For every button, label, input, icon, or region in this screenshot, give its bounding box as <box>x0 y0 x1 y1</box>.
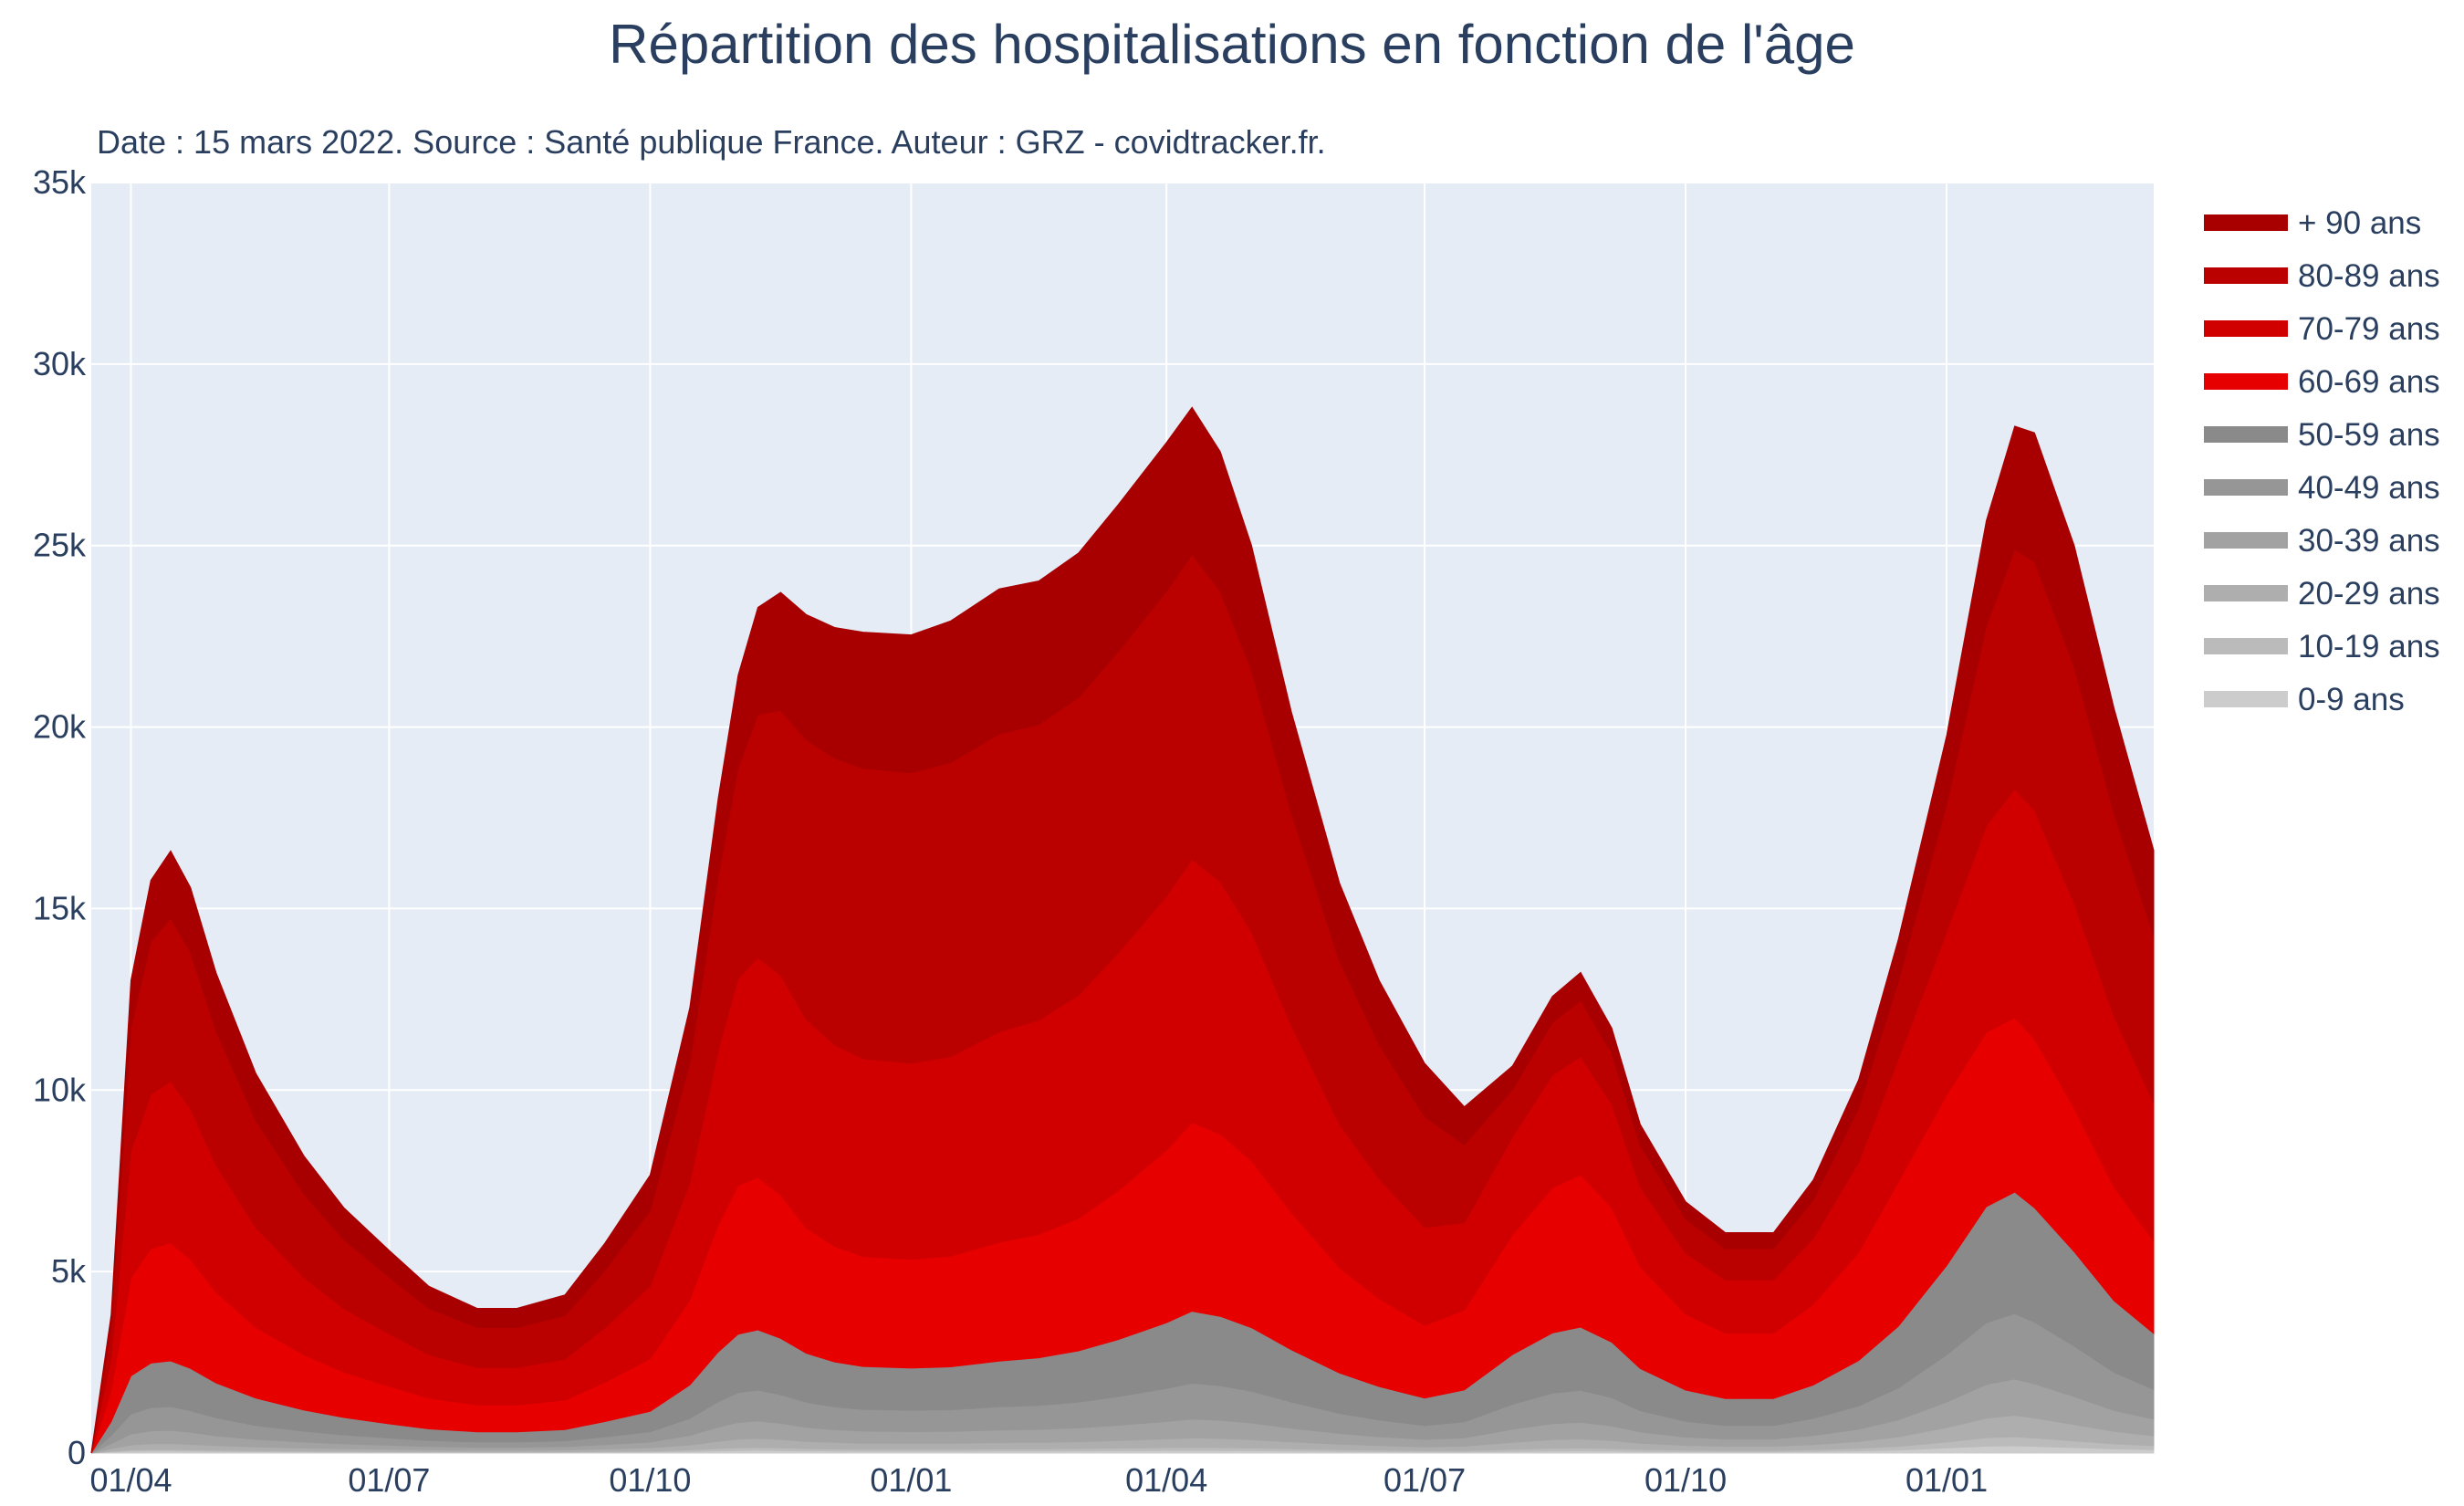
legend-label: 60-69 ans <box>2298 364 2440 400</box>
legend-label: 80-89 ans <box>2298 258 2440 294</box>
legend-swatch <box>2204 214 2288 231</box>
legend-item[interactable]: 50-59 ans <box>2204 417 2440 453</box>
x-tick-label: 01/04 <box>89 1461 172 1499</box>
legend-label: 10-19 ans <box>2298 629 2440 664</box>
x-tick-label: 01/10 <box>609 1461 691 1499</box>
y-tick-label: 0 <box>68 1434 86 1471</box>
legend: + 90 ans 80-89 ans 70-79 ans 60-69 ans 50-59… <box>2204 205 2440 717</box>
legend-item[interactable]: 0-9 ans <box>2204 682 2405 717</box>
y-tick-label: 20k <box>33 708 87 746</box>
x-tick-label: 01/01 <box>870 1461 952 1499</box>
y-axis: 0 5k 10k 15k 20k 25k 30k 35k <box>33 163 87 1471</box>
legend-swatch <box>2204 691 2288 707</box>
legend-item[interactable]: 80-89 ans <box>2204 258 2440 294</box>
legend-swatch <box>2204 479 2288 496</box>
y-tick-label: 35k <box>33 163 87 201</box>
legend-label: 30-39 ans <box>2298 523 2440 559</box>
x-tick-label: 01/07 <box>348 1461 430 1499</box>
y-tick-label: 30k <box>33 345 87 382</box>
x-tick-label: 01/01 <box>1905 1461 1988 1499</box>
chart-title: Répartition des hospitalisations en fonc… <box>609 14 1855 75</box>
legend-swatch <box>2204 426 2288 443</box>
legend-swatch <box>2204 585 2288 601</box>
legend-label: 40-49 ans <box>2298 470 2440 506</box>
legend-item[interactable]: 10-19 ans <box>2204 629 2440 664</box>
y-tick-label: 10k <box>33 1071 87 1108</box>
legend-label: 70-79 ans <box>2298 311 2440 347</box>
x-tick-label: 01/07 <box>1383 1461 1466 1499</box>
y-tick-label: 5k <box>51 1252 87 1290</box>
legend-item[interactable]: 20-29 ans <box>2204 576 2440 612</box>
legend-swatch <box>2204 638 2288 654</box>
legend-item[interactable]: 30-39 ans <box>2204 523 2440 559</box>
x-tick-label: 01/10 <box>1644 1461 1727 1499</box>
legend-label: 20-29 ans <box>2298 576 2440 612</box>
legend-swatch <box>2204 320 2288 337</box>
area-series-90-ans <box>90 406 2155 1454</box>
area-series-group <box>90 406 2155 1454</box>
x-axis: 01/04 01/07 01/10 01/01 01/04 01/07 01/10 01/01 <box>89 1461 1988 1499</box>
y-tick-label: 15k <box>33 889 87 926</box>
legend-item[interactable]: 70-79 ans <box>2204 311 2440 347</box>
legend-item[interactable]: 60-69 ans <box>2204 364 2440 400</box>
legend-item[interactable]: 40-49 ans <box>2204 470 2440 506</box>
legend-label: 0-9 ans <box>2298 682 2405 717</box>
x-tick-label: 01/04 <box>1125 1461 1207 1499</box>
legend-swatch <box>2204 373 2288 390</box>
legend-label: + 90 ans <box>2298 205 2421 241</box>
legend-label: 50-59 ans <box>2298 417 2440 453</box>
legend-item[interactable]: + 90 ans <box>2204 205 2421 241</box>
legend-swatch <box>2204 267 2288 284</box>
legend-swatch <box>2204 532 2288 549</box>
chart-subtitle: Date : 15 mars 2022. Source : Santé publ… <box>97 123 1326 161</box>
y-tick-label: 25k <box>33 527 87 564</box>
